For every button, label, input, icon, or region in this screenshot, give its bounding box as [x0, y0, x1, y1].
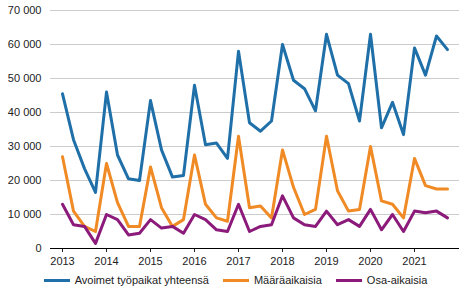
- html-text:Avoimet työpaikat yhteensä: Avoimet työpaikat yhteensä: [74, 274, 209, 286]
- svg-text:2018: 2018: [270, 255, 294, 267]
- svg-text:2020: 2020: [358, 255, 382, 267]
- html-text:Määräaikaisia: Määräaikaisia: [254, 274, 322, 286]
- svg-text:2014: 2014: [94, 255, 118, 267]
- svg-text:2017: 2017: [226, 255, 250, 267]
- svg-text:2015: 2015: [138, 255, 162, 267]
- svg-text:40 000: 40 000: [8, 106, 42, 118]
- svg-text:70 000: 70 000: [8, 4, 42, 16]
- svg-text:60 000: 60 000: [8, 38, 42, 50]
- svg-text:30 000: 30 000: [8, 140, 42, 152]
- svg-text:50 000: 50 000: [8, 72, 42, 84]
- svg-text:0: 0: [35, 242, 41, 254]
- svg-text:20 000: 20 000: [8, 174, 42, 186]
- svg-text:2013: 2013: [50, 255, 74, 267]
- svg-text:2019: 2019: [314, 255, 338, 267]
- svg-text:2016: 2016: [182, 255, 206, 267]
- html-text:Osa-aikaisia: Osa-aikaisia: [366, 274, 428, 286]
- svg-text:2021: 2021: [402, 255, 426, 267]
- svg-text:10 000: 10 000: [8, 208, 42, 220]
